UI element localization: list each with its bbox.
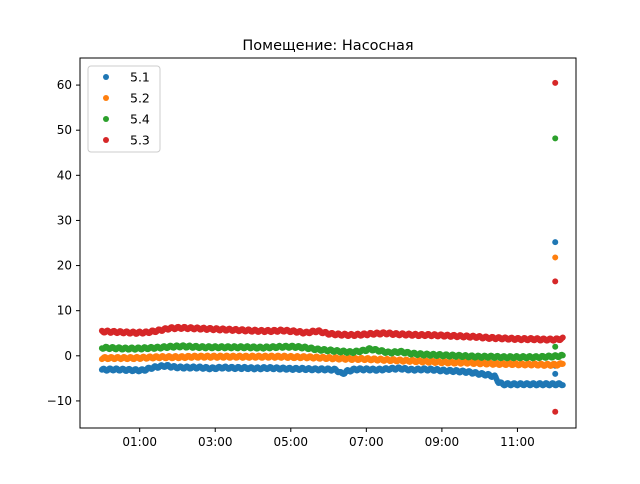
y-tick-label: 20 (57, 259, 72, 273)
data-point (552, 254, 559, 261)
y-tick-label: 0 (64, 349, 72, 363)
data-point (552, 79, 559, 86)
legend-label: 5.3 (130, 133, 150, 148)
x-tick-label: 07:00 (349, 435, 384, 449)
data-point (552, 343, 559, 350)
y-axis: −10 0 10 20 30 40 50 60 (47, 78, 80, 408)
data-point (559, 382, 566, 389)
y-tick-label: 50 (57, 123, 72, 137)
y-tick-label: 10 (57, 304, 72, 318)
legend-item: 5.1 (103, 70, 150, 85)
series-5.3 (98, 79, 566, 415)
x-tick-label: 03:00 (198, 435, 233, 449)
y-tick-label: 60 (57, 78, 72, 92)
legend: 5.1 5.2 5.4 5.3 (87, 65, 161, 153)
legend-item: 5.3 (103, 133, 150, 148)
data-point (552, 239, 559, 246)
series-5.1 (98, 239, 566, 389)
data-point (559, 360, 566, 367)
y-tick-label: −10 (47, 394, 72, 408)
legend-item: 5.2 (103, 91, 150, 106)
chart-title: Помещение: Насосная (242, 38, 413, 54)
legend-marker (103, 116, 109, 122)
plot-frame (79, 57, 577, 429)
legend-marker (103, 74, 109, 80)
legend-marker (103, 95, 109, 101)
x-tick-label: 01:00 (122, 435, 157, 449)
data-point (552, 278, 559, 285)
y-tick-label: 40 (57, 168, 72, 182)
data-point (552, 370, 559, 377)
x-tick-label: 09:00 (425, 435, 460, 449)
chart-marks (98, 79, 566, 415)
data-point (552, 408, 559, 415)
x-tick-label: 05:00 (273, 435, 308, 449)
legend-item: 5.4 (103, 112, 150, 127)
series-5.4 (98, 135, 566, 362)
legend-label: 5.2 (130, 91, 150, 106)
data-point (552, 135, 559, 142)
x-axis: 01:00 03:00 05:00 07:00 09:00 11:00 (122, 428, 535, 449)
legend-marker (103, 137, 109, 143)
y-tick-label: 30 (57, 213, 72, 227)
legend-label: 5.1 (130, 70, 150, 85)
legend-label: 5.4 (130, 112, 150, 127)
data-point (559, 352, 566, 359)
series-5.2 (98, 254, 566, 369)
data-point (559, 334, 566, 341)
x-tick-label: 11:00 (500, 435, 535, 449)
legend-box (87, 65, 161, 153)
